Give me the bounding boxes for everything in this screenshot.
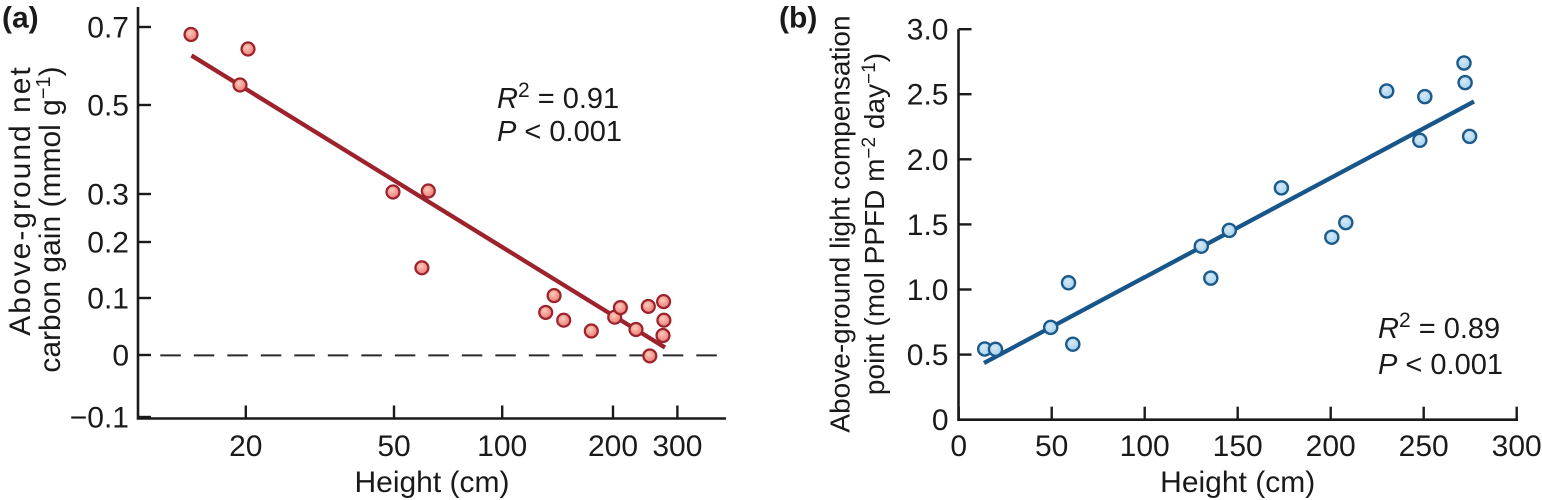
svg-text:P < 0.001: P < 0.001	[497, 116, 622, 148]
svg-text:0: 0	[932, 404, 949, 437]
svg-text:200: 200	[1306, 430, 1356, 463]
svg-text:(b): (b)	[779, 2, 817, 35]
svg-text:300: 300	[1492, 430, 1542, 463]
svg-text:R2 = 0.91: R2 = 0.91	[497, 79, 619, 115]
svg-text:−0.1: −0.1	[70, 402, 129, 435]
svg-text:300: 300	[652, 430, 702, 463]
svg-text:0.3: 0.3	[87, 179, 129, 212]
svg-text:250: 250	[1399, 430, 1449, 463]
svg-text:50: 50	[1035, 430, 1068, 463]
svg-text:Above-ground light compensatio: Above-ground light compensation	[825, 15, 856, 432]
svg-text:100: 100	[477, 430, 527, 463]
svg-text:R2 = 0.89: R2 = 0.89	[1378, 309, 1500, 345]
svg-text:carbon gain (mmol g−1): carbon gain (mmol g−1)	[33, 66, 67, 372]
svg-text:0: 0	[112, 340, 129, 373]
svg-text:150: 150	[1213, 430, 1263, 463]
svg-text:0: 0	[950, 430, 967, 463]
svg-text:0.5: 0.5	[907, 339, 949, 372]
svg-text:200: 200	[588, 430, 638, 463]
svg-text:20: 20	[229, 430, 262, 463]
svg-text:(a): (a)	[2, 2, 39, 35]
svg-text:P < 0.001: P < 0.001	[1378, 349, 1503, 381]
svg-text:1.5: 1.5	[907, 209, 949, 242]
svg-text:100: 100	[1120, 430, 1170, 463]
svg-text:50: 50	[377, 430, 410, 463]
svg-text:1.0: 1.0	[907, 274, 949, 307]
svg-text:Height (cm): Height (cm)	[354, 466, 509, 499]
svg-text:3.0: 3.0	[907, 14, 949, 47]
svg-text:0.7: 0.7	[87, 12, 129, 45]
svg-text:point (mol PPFD m−2 day−1): point (mol PPFD m−2 day−1)	[859, 53, 890, 395]
svg-text:2.5: 2.5	[907, 79, 949, 112]
svg-text:0.1: 0.1	[87, 283, 129, 316]
svg-text:Above-ground net: Above-ground net	[4, 65, 37, 336]
svg-text:0.5: 0.5	[87, 90, 129, 123]
svg-text:2.0: 2.0	[907, 144, 949, 177]
svg-text:Height (cm): Height (cm)	[1160, 466, 1315, 499]
svg-text:0.2: 0.2	[87, 227, 129, 260]
